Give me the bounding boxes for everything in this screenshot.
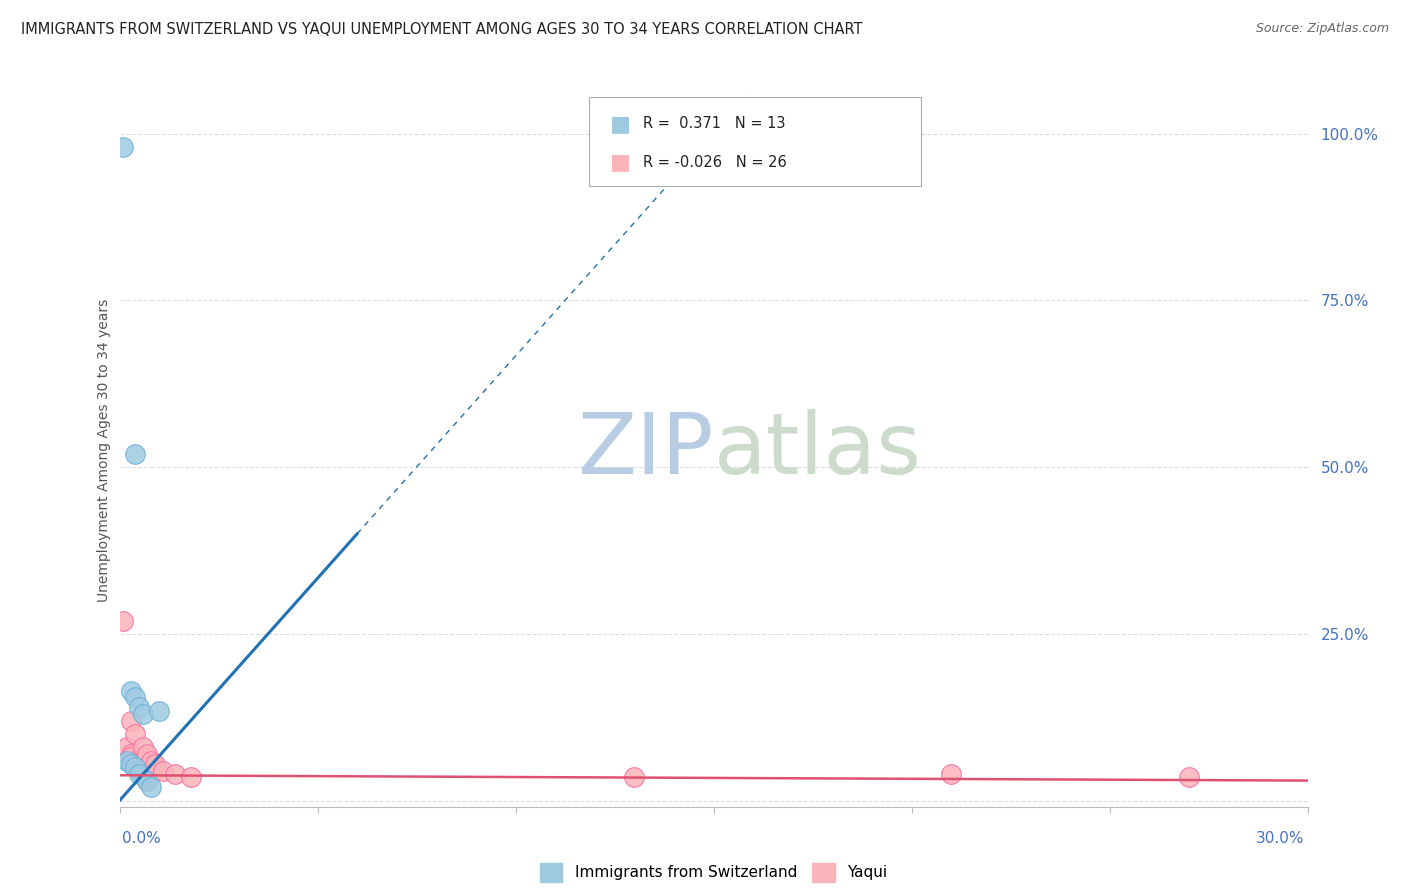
Text: ZIP: ZIP [576, 409, 713, 492]
Point [143, 756, 166, 771]
Point [623, 770, 645, 784]
Point [163, 767, 186, 781]
Point [112, 614, 135, 628]
Point [120, 747, 142, 761]
Point [124, 690, 146, 705]
Point [132, 740, 155, 755]
Point [128, 760, 150, 774]
Point [152, 764, 174, 778]
Text: Source: ZipAtlas.com: Source: ZipAtlas.com [1256, 22, 1389, 36]
Point [136, 773, 159, 788]
Point [128, 764, 150, 778]
Point [132, 754, 155, 768]
Point [120, 714, 142, 728]
Point [117, 740, 139, 755]
Point [124, 760, 146, 774]
Text: R =  0.371   N = 13: R = 0.371 N = 13 [644, 116, 786, 131]
Point [141, 780, 163, 795]
Point [132, 706, 155, 721]
Point [112, 140, 135, 154]
Text: ■: ■ [610, 114, 631, 134]
Point [120, 683, 142, 698]
Text: 30.0%: 30.0% [1257, 831, 1305, 847]
Point [120, 750, 142, 764]
Point [128, 700, 150, 714]
Point [124, 754, 146, 768]
Text: IMMIGRANTS FROM SWITZERLAND VS YAQUI UNEMPLOYMENT AMONG AGES 30 TO 34 YEARS CORR: IMMIGRANTS FROM SWITZERLAND VS YAQUI UNE… [21, 22, 863, 37]
Legend: Immigrants from Switzerland, Yaqui: Immigrants from Switzerland, Yaqui [540, 863, 887, 881]
Point [120, 756, 142, 771]
Point [124, 727, 146, 741]
FancyBboxPatch shape [589, 97, 921, 186]
Point [148, 704, 170, 718]
Point [128, 767, 150, 781]
Point [124, 756, 146, 771]
Point [132, 767, 155, 781]
Point [136, 773, 159, 788]
Point [939, 767, 962, 781]
Point [141, 767, 163, 781]
Point [117, 754, 139, 768]
Text: R = -0.026   N = 26: R = -0.026 N = 26 [644, 155, 787, 169]
Text: ■: ■ [610, 153, 631, 172]
Point [136, 747, 159, 761]
Point [180, 770, 202, 784]
Text: atlas: atlas [713, 409, 921, 492]
Point [124, 447, 146, 461]
Text: 0.0%: 0.0% [122, 831, 162, 847]
Point [141, 754, 163, 768]
Point [128, 756, 150, 771]
Point [1178, 770, 1201, 784]
Point [136, 760, 159, 774]
Y-axis label: Unemployment Among Ages 30 to 34 years: Unemployment Among Ages 30 to 34 years [97, 299, 111, 602]
